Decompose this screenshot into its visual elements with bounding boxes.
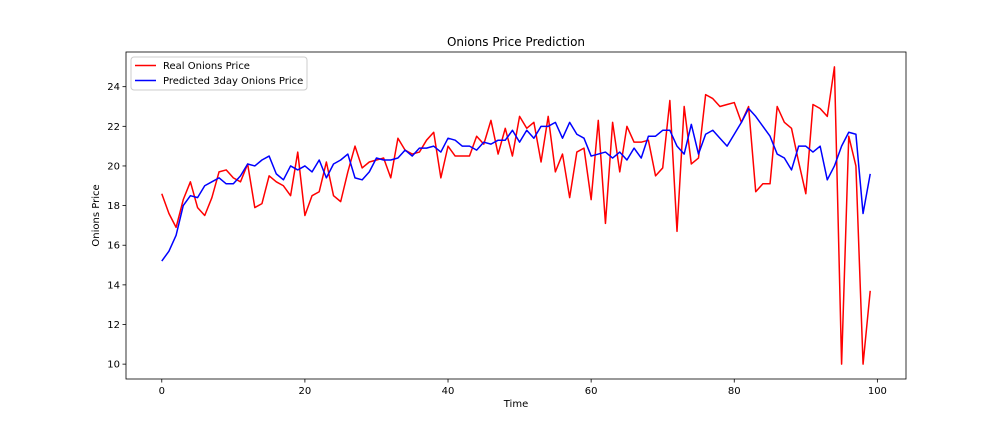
series-line-predicted	[161, 107, 871, 262]
y-axis-label: Onions Price	[91, 184, 102, 246]
plot-frame	[125, 51, 907, 380]
ticks-layer: 0 20 40 60 80 100 10 12 14 16 18 20 22 24	[107, 82, 887, 397]
x-tick-label: 20	[299, 386, 312, 397]
y-tick-label: 22	[107, 122, 120, 133]
chart-title: Onions Price Prediction	[447, 35, 585, 49]
legend-label-real: Real Onions Price	[163, 61, 250, 72]
x-tick-label: 80	[728, 386, 741, 397]
y-tick-label: 20	[107, 161, 120, 172]
x-tick-label: 100	[868, 386, 887, 397]
x-axis-label: Time	[503, 399, 528, 410]
y-tick-label: 16	[107, 241, 120, 252]
series-layer	[161, 66, 871, 365]
x-tick-label: 60	[585, 386, 598, 397]
x-tick-label: 40	[442, 386, 455, 397]
y-tick-label: 12	[107, 320, 120, 331]
y-tick-label: 18	[107, 201, 120, 212]
y-tick-label: 10	[107, 360, 120, 371]
y-tick-label: 14	[107, 280, 120, 291]
legend: Real Onions Price Predicted 3day Onions …	[130, 56, 308, 91]
legend-box	[130, 56, 308, 91]
y-tick-label: 24	[107, 82, 120, 93]
legend-label-predicted: Predicted 3day Onions Price	[163, 76, 303, 87]
x-tick-label: 0	[159, 386, 165, 397]
